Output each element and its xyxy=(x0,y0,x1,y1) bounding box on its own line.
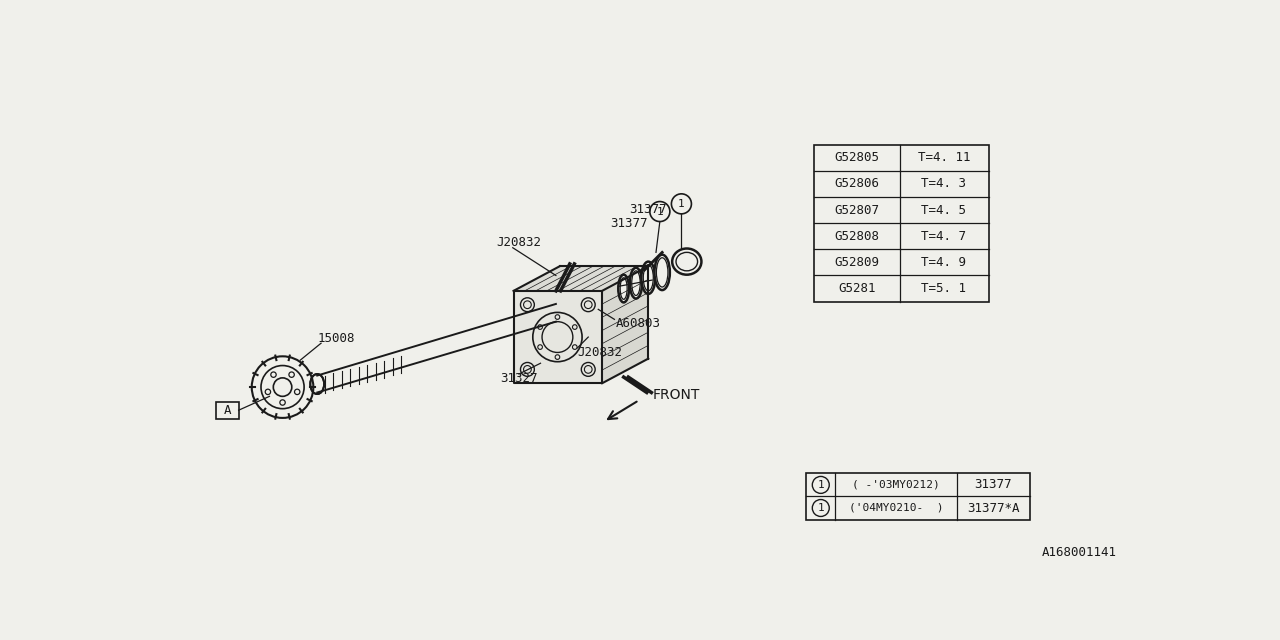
Text: 1: 1 xyxy=(657,207,663,216)
Text: T=4. 11: T=4. 11 xyxy=(918,151,970,164)
Text: T=4. 5: T=4. 5 xyxy=(922,204,966,216)
Text: G52806: G52806 xyxy=(835,177,879,190)
Text: 31377: 31377 xyxy=(628,203,667,216)
Text: 15008: 15008 xyxy=(317,332,356,345)
Circle shape xyxy=(813,476,829,493)
Bar xyxy=(215,402,238,419)
Polygon shape xyxy=(513,266,648,291)
Text: T=4. 9: T=4. 9 xyxy=(922,256,966,269)
Text: 31377*A: 31377*A xyxy=(966,502,1019,515)
Text: G52807: G52807 xyxy=(835,204,879,216)
Text: ( -'03MY0212): ( -'03MY0212) xyxy=(852,480,940,490)
Bar xyxy=(814,145,988,301)
Ellipse shape xyxy=(618,275,628,303)
Text: G52809: G52809 xyxy=(835,256,879,269)
Ellipse shape xyxy=(641,262,655,294)
Text: 31377: 31377 xyxy=(609,216,648,230)
Ellipse shape xyxy=(630,268,643,298)
Text: 1: 1 xyxy=(678,199,685,209)
Text: A168001141: A168001141 xyxy=(1042,546,1117,559)
Text: T=4. 3: T=4. 3 xyxy=(922,177,966,190)
Polygon shape xyxy=(602,266,648,383)
Text: 1: 1 xyxy=(818,480,824,490)
Text: 31327: 31327 xyxy=(500,372,538,385)
Ellipse shape xyxy=(310,374,324,394)
Circle shape xyxy=(650,202,669,221)
Polygon shape xyxy=(513,291,602,383)
Circle shape xyxy=(672,194,691,214)
Text: 31377: 31377 xyxy=(974,479,1012,492)
Text: G52808: G52808 xyxy=(835,230,879,243)
Text: G52805: G52805 xyxy=(835,151,879,164)
Circle shape xyxy=(813,500,829,516)
Text: FRONT: FRONT xyxy=(652,388,700,402)
Text: A: A xyxy=(223,404,230,417)
Text: T=5. 1: T=5. 1 xyxy=(922,282,966,295)
Ellipse shape xyxy=(654,255,669,290)
Text: J20832: J20832 xyxy=(577,346,622,359)
Text: ('04MY0210-  ): ('04MY0210- ) xyxy=(849,503,943,513)
Text: J20832: J20832 xyxy=(495,236,541,249)
Text: G5281: G5281 xyxy=(838,282,876,295)
Bar xyxy=(806,474,1030,520)
Text: T=4. 7: T=4. 7 xyxy=(922,230,966,243)
Text: 1: 1 xyxy=(818,503,824,513)
Text: A60803: A60803 xyxy=(616,317,660,330)
Ellipse shape xyxy=(672,248,701,275)
